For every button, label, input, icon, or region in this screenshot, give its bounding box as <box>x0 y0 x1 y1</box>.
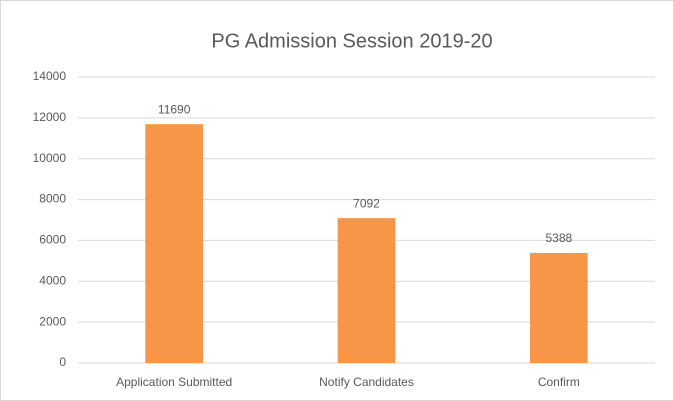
x-tick-label: Notify Candidates <box>319 375 414 389</box>
y-tick-label: 12000 <box>33 110 67 124</box>
y-tick-label: 2000 <box>39 314 66 328</box>
x-tick-label: Confirm <box>538 375 580 389</box>
y-tick-label: 4000 <box>39 273 66 287</box>
bar <box>529 252 588 363</box>
chart-title: PG Admission Session 2019-20 <box>211 30 492 52</box>
bar <box>145 124 204 363</box>
y-tick-label: 10000 <box>33 151 67 165</box>
data-label: 7092 <box>353 196 380 210</box>
y-tick-label: 0 <box>59 355 66 369</box>
y-tick-label: 6000 <box>39 233 66 247</box>
bar <box>337 218 396 363</box>
y-tick-label: 14000 <box>33 69 67 83</box>
data-label: 11690 <box>158 102 191 116</box>
y-tick-label: 8000 <box>39 192 66 206</box>
x-tick-label: Application Submitted <box>116 375 232 389</box>
data-label: 5388 <box>545 231 572 245</box>
